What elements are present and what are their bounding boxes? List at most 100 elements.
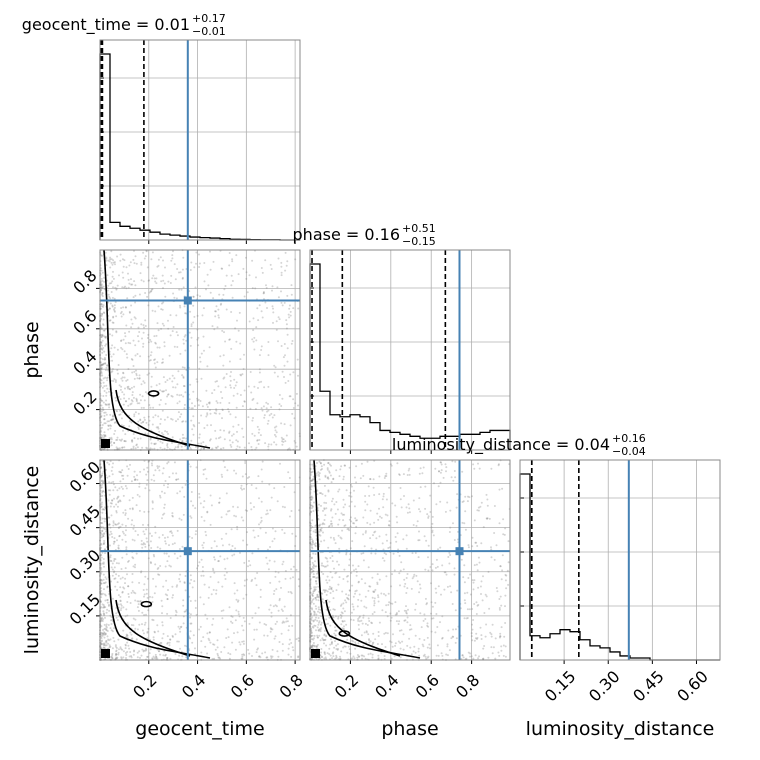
sample-point [128,387,131,390]
sample-point [205,415,208,418]
sample-point [124,387,126,390]
sample-point [251,616,254,619]
sample-point [337,615,340,618]
sample-point [340,650,343,653]
sample-point [101,639,103,642]
sample-point [245,256,247,259]
sample-point [488,517,491,520]
sample-point [342,519,345,522]
scatter-panel-geocent_time-phase: 0.20.40.60.8 [69,249,301,454]
sample-point [110,440,113,443]
sample-point [102,632,105,635]
sample-point [198,628,201,631]
sample-point [390,616,393,619]
sample-point [151,464,154,467]
sample-point [110,502,113,505]
sample-point [143,593,146,596]
sample-point [362,614,365,617]
sample-point [115,330,118,333]
sample-point [220,473,223,476]
sample-point [200,352,203,355]
sample-point [114,654,117,657]
sample-point [134,618,137,621]
sample-point [317,585,320,588]
sample-point [456,493,459,496]
sample-point [323,642,325,645]
sample-point [164,565,167,568]
sample-point [112,418,115,421]
sample-point [194,507,197,510]
sample-point [119,525,122,528]
sample-point [170,259,173,262]
sample-point [394,642,397,645]
sample-point [499,565,502,568]
sample-point [342,646,345,649]
sample-point [330,481,333,484]
sample-point [267,568,270,571]
sample-point [413,573,416,576]
sample-point [137,412,140,415]
sample-point [496,590,499,593]
sample-point [180,394,183,396]
sample-point [162,654,165,657]
sample-point [108,646,111,649]
sample-point [208,402,211,405]
sample-point [114,653,117,655]
sample-point [339,604,342,607]
sample-point [255,446,258,449]
sample-point [112,571,115,574]
sample-point [101,292,104,294]
sample-point [110,532,113,535]
sample-point [154,525,157,528]
sample-point [283,532,286,535]
sample-point [364,531,367,534]
sample-point [427,655,430,658]
sample-point [134,284,137,287]
sample-point [234,416,237,419]
sample-point [215,592,218,595]
sample-point [352,655,355,658]
sample-point [317,606,320,609]
sample-point [434,587,437,590]
sample-point [113,577,116,580]
sample-point [128,330,131,333]
sample-point [366,624,369,626]
sample-point [350,520,353,523]
title-upper-error: +0.17 [192,12,226,25]
sample-point [146,447,149,450]
sample-point [111,263,114,266]
sample-point [288,638,291,641]
sample-point [109,530,112,533]
sample-point [280,274,283,277]
sample-point [117,562,120,565]
x-tick-label: 0.6 [227,670,258,701]
sample-point [189,269,192,271]
sample-point [318,533,321,536]
sample-point [151,423,154,426]
sample-point [337,534,340,537]
sample-point [103,350,106,353]
sample-point [109,266,112,269]
sample-point [117,527,120,529]
sample-point [194,607,197,609]
sample-point [267,341,270,343]
sample-point [328,600,331,603]
sample-point [128,310,131,313]
sample-point [406,621,409,624]
sample-point [230,284,233,287]
sample-point [146,655,149,658]
sample-point [102,618,105,621]
sample-point [471,608,474,610]
sample-point [385,575,388,578]
sample-point [171,635,174,638]
sample-point [256,307,259,310]
sample-point [358,628,360,631]
sample-point [292,649,295,652]
sample-point [321,598,324,601]
sample-point [139,600,142,602]
sample-point [134,294,137,297]
sample-point [101,339,104,342]
x-axis-label-luminosity_distance: luminosity_distance [526,718,715,740]
sample-point [377,635,380,637]
sample-point [390,657,393,660]
